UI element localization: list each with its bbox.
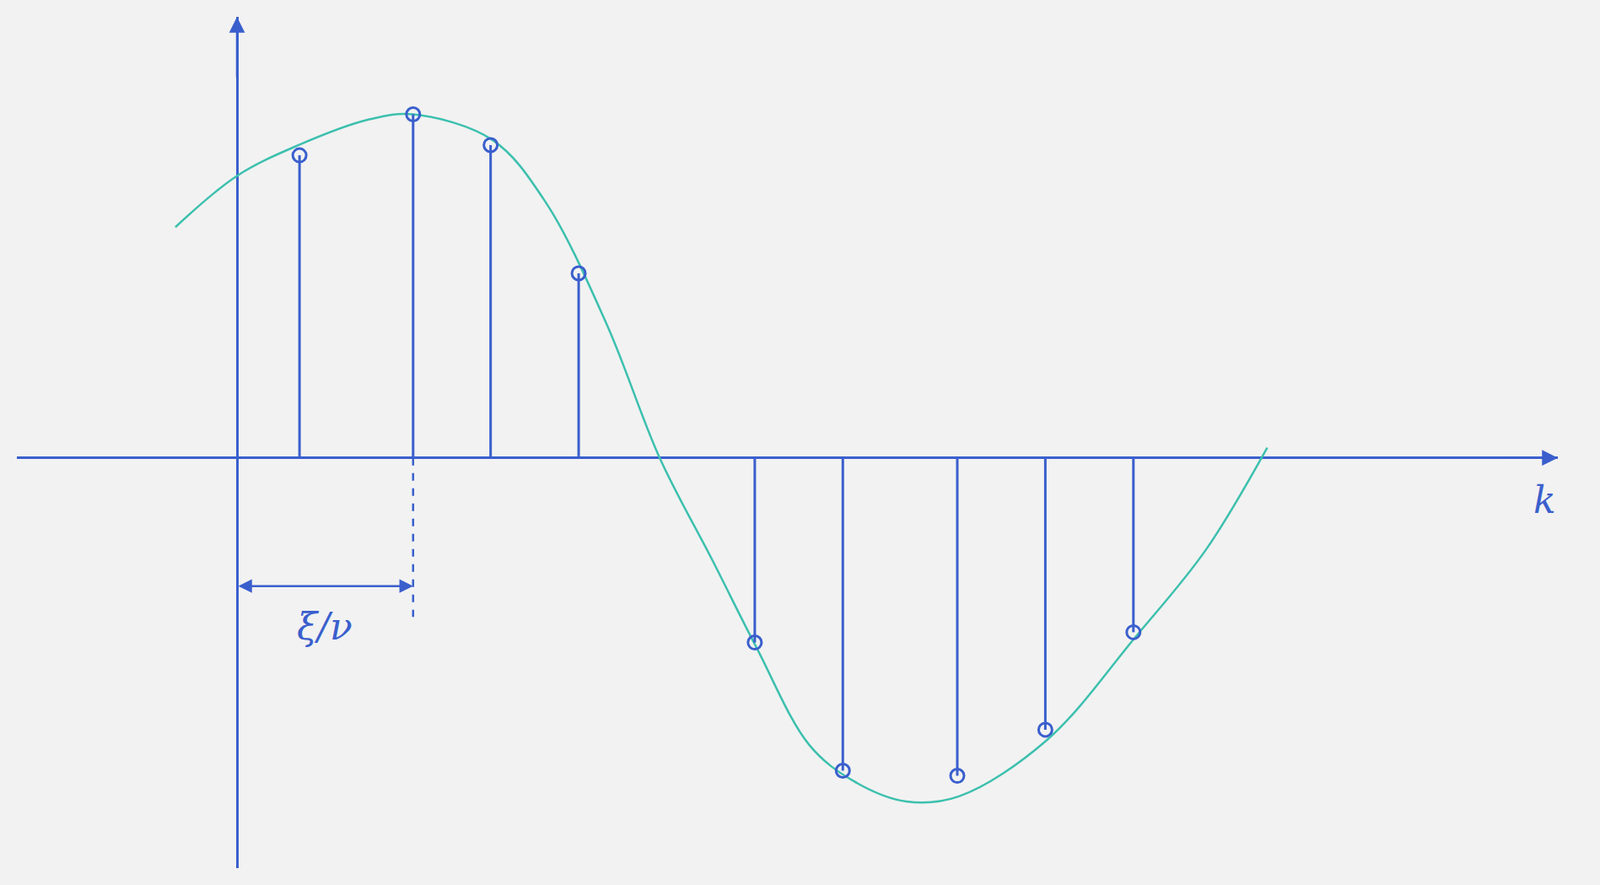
svg-text:k: k [1533,478,1557,522]
svg-text:ξ/ν: ξ/ν [296,604,353,648]
